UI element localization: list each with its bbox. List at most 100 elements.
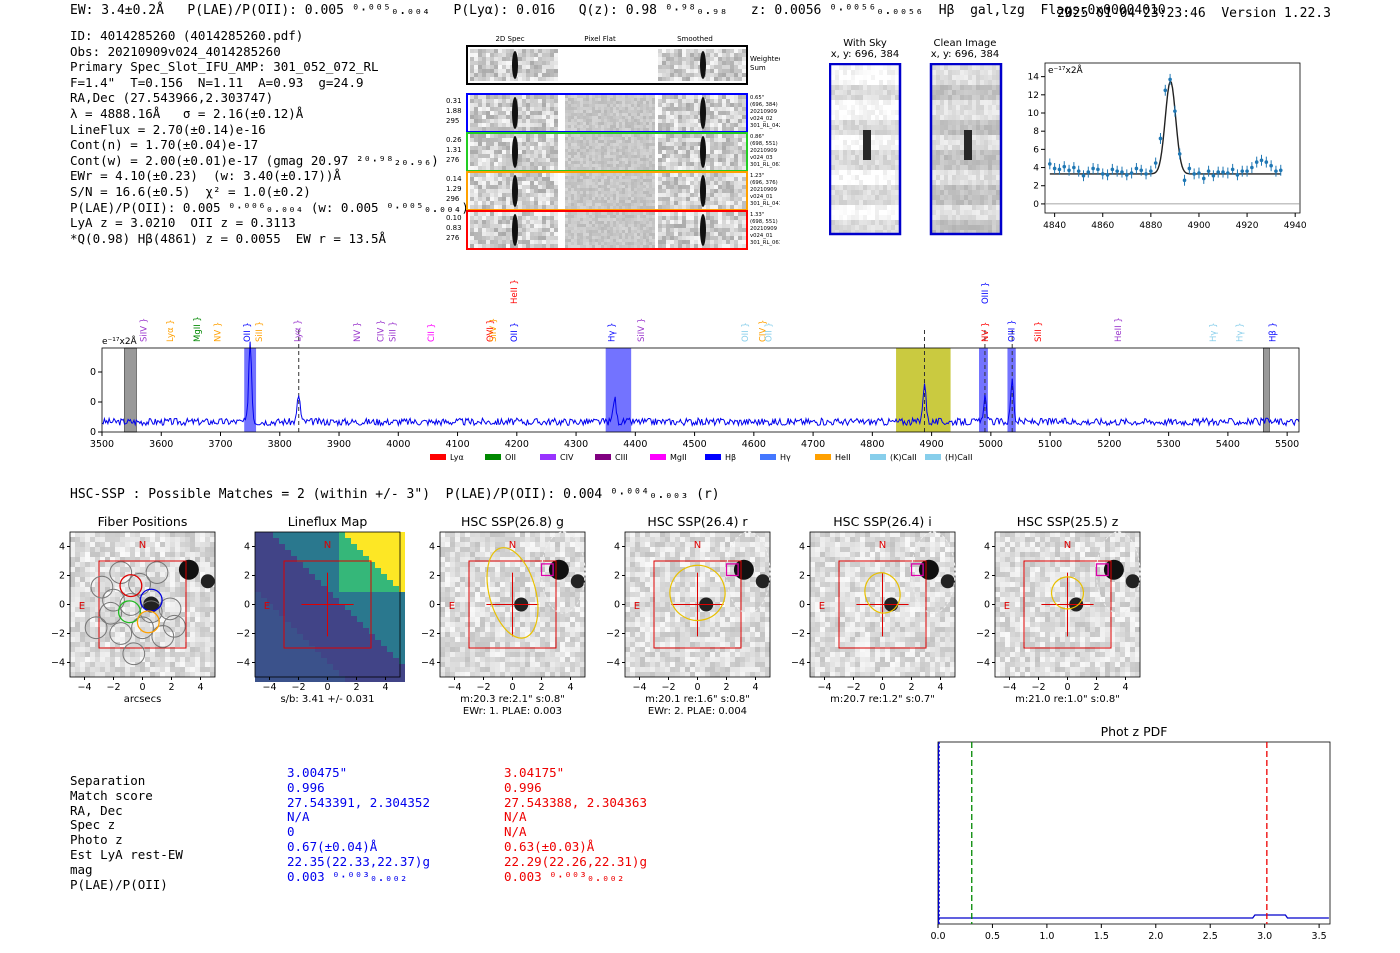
img-pixel xyxy=(85,542,90,547)
pixel xyxy=(613,239,616,242)
pixel xyxy=(502,73,506,77)
pixel xyxy=(738,138,742,142)
pixel xyxy=(674,73,678,77)
pixel xyxy=(887,155,891,160)
pixel xyxy=(616,239,619,242)
pixel xyxy=(956,85,960,90)
pixel xyxy=(843,160,847,165)
pixel xyxy=(498,119,502,123)
pixel xyxy=(722,123,726,127)
pixel xyxy=(670,107,674,111)
pixel xyxy=(980,125,984,130)
pixel xyxy=(502,185,506,189)
pixel xyxy=(583,176,586,179)
pixel xyxy=(534,53,538,57)
pixel xyxy=(598,137,601,140)
pixel xyxy=(726,111,730,115)
pixel xyxy=(968,185,972,190)
pixel xyxy=(694,65,698,69)
pixel xyxy=(574,161,577,164)
pixel xyxy=(568,104,571,107)
pixel xyxy=(976,75,980,80)
pixel xyxy=(571,95,574,98)
pixel xyxy=(640,116,643,119)
pixel xyxy=(598,113,601,116)
pixel xyxy=(619,137,622,140)
pixel xyxy=(867,70,871,75)
pixel xyxy=(718,111,722,115)
pixel xyxy=(649,128,652,131)
pixel xyxy=(486,212,490,216)
pixel xyxy=(843,95,847,100)
pixel xyxy=(690,212,694,216)
pixel xyxy=(490,57,494,61)
pixel xyxy=(610,95,613,98)
pixel xyxy=(534,99,538,103)
fit-unit: e⁻¹⁷x2Å xyxy=(1048,64,1084,76)
pixel xyxy=(631,164,634,167)
pixel xyxy=(498,142,502,146)
pixel xyxy=(678,220,682,224)
pixel xyxy=(604,125,607,128)
pixel xyxy=(706,123,710,127)
pixel xyxy=(640,158,643,161)
pixel xyxy=(984,170,988,175)
pixel xyxy=(714,138,718,142)
pixel xyxy=(730,236,734,240)
pixel xyxy=(607,230,610,233)
pixel xyxy=(670,232,674,236)
pixel xyxy=(554,99,558,103)
pixel xyxy=(649,206,652,209)
pixel xyxy=(984,230,988,235)
pixel xyxy=(726,77,730,81)
pixel xyxy=(534,119,538,123)
pixel xyxy=(554,205,558,209)
pixel xyxy=(992,155,996,160)
pixel xyxy=(694,103,698,107)
pixel xyxy=(891,120,895,125)
pixel xyxy=(714,61,718,65)
pixel xyxy=(580,206,583,209)
pixel xyxy=(506,244,510,248)
pixel xyxy=(502,201,506,205)
shaded-region xyxy=(979,348,988,432)
pixel xyxy=(568,224,571,227)
pixel xyxy=(706,53,710,57)
pixel xyxy=(643,194,646,197)
pixel xyxy=(601,104,604,107)
pixel xyxy=(522,162,526,166)
pixel xyxy=(613,242,616,245)
pixel xyxy=(583,158,586,161)
pixel xyxy=(686,115,690,119)
pixel xyxy=(738,205,742,209)
pixel xyxy=(718,201,722,205)
img-pixel xyxy=(175,537,180,542)
pixel xyxy=(631,134,634,137)
pixel xyxy=(851,180,855,185)
pixel xyxy=(498,99,502,103)
pixel xyxy=(510,95,514,99)
pixel xyxy=(598,104,601,107)
pixel xyxy=(859,115,863,120)
pixel xyxy=(592,158,595,161)
pixel xyxy=(662,123,666,127)
pixel xyxy=(589,158,592,161)
pixel xyxy=(486,138,490,142)
pixel xyxy=(968,195,972,200)
pixel xyxy=(601,173,604,176)
pixel xyxy=(625,242,628,245)
pixel xyxy=(674,69,678,73)
pixel xyxy=(976,215,980,220)
pixel xyxy=(546,103,550,107)
y-tick-label: 20 xyxy=(90,367,96,378)
pixel xyxy=(883,150,887,155)
pixel xyxy=(526,69,530,73)
pixel xyxy=(592,152,595,155)
pixel xyxy=(482,236,486,240)
pixel xyxy=(968,115,972,120)
pixel xyxy=(474,181,478,185)
pixel xyxy=(619,125,622,128)
img-pixel xyxy=(200,547,205,552)
pixel xyxy=(734,185,738,189)
pixel xyxy=(879,220,883,225)
